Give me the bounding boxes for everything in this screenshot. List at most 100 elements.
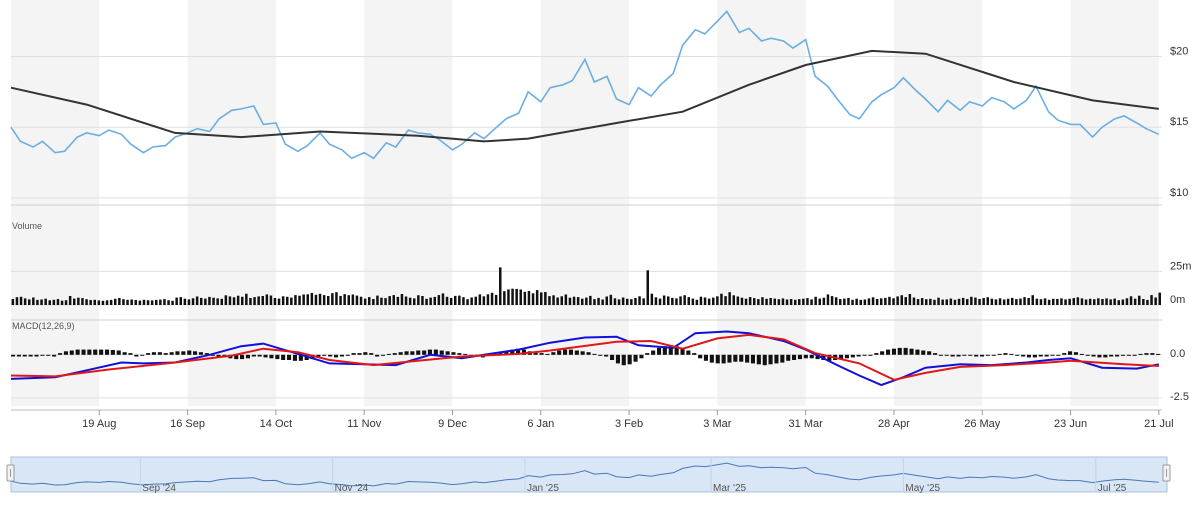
volume-bar (818, 298, 821, 305)
volume-bar (986, 297, 989, 305)
macd-histogram-bar (504, 351, 509, 355)
volume-bar (843, 298, 846, 305)
macd-histogram-bar (874, 353, 879, 355)
volume-bar (576, 297, 580, 305)
volume-bar (900, 295, 903, 305)
volume-bar (109, 299, 113, 305)
macd-histogram-bar (204, 353, 209, 355)
volume-bar (478, 294, 482, 305)
macd-histogram-bar (1038, 354, 1043, 357)
volume-bar (519, 289, 522, 305)
macd-histogram-bar (1050, 354, 1055, 356)
macd-histogram-bar (715, 354, 720, 364)
volume-bar (351, 294, 355, 305)
volume-bar (1109, 299, 1112, 305)
macd-histogram-bar (698, 354, 703, 359)
macd-histogram-bar (1085, 354, 1090, 356)
volume-bar (966, 299, 969, 305)
volume-bar (867, 298, 871, 305)
volume-bar (114, 298, 117, 305)
volume-bar (511, 288, 514, 305)
volume-bar (929, 298, 932, 305)
volume-bar (150, 300, 154, 305)
x-axis: 19 Aug 16 Sep 14 Oct 11 Nov 9 Dec 6 Jan 3 Feb 3… (82, 410, 1174, 430)
volume-bar (253, 297, 256, 305)
macd-histogram-bar (134, 354, 139, 357)
volume-bar (523, 291, 527, 305)
macd-histogram-bar (363, 352, 368, 355)
volume-bar (695, 299, 699, 305)
x-tick-label: 21 Jul (1144, 418, 1173, 430)
macd-histogram-bar (216, 354, 221, 357)
volume-bar (232, 297, 236, 305)
volume-bar (1031, 295, 1034, 305)
volume-bar (429, 297, 432, 305)
macd-histogram-bar (750, 354, 755, 364)
macd-histogram-bar (815, 354, 820, 360)
macd-histogram-bar (275, 354, 280, 360)
volume-bar (744, 298, 748, 305)
macd-histogram-bar (1097, 354, 1102, 358)
volume-bar (56, 299, 60, 305)
volume-bar (48, 300, 51, 305)
macd-histogram-bar (792, 354, 797, 360)
volume-bar (11, 299, 15, 305)
macd-histogram-bar (880, 351, 885, 355)
macd-histogram-bar (615, 354, 620, 364)
volume-bar (593, 299, 596, 305)
macd-histogram-bar (339, 354, 344, 357)
volume-bar (368, 297, 371, 305)
volume-bar (318, 293, 322, 305)
navigator[interactable]: Sep '24 Nov '24 Jan '25 Mar '25 May '25 Jul '… (6, 456, 1171, 494)
volume-bar (585, 297, 588, 305)
x-tick-label: 23 Jun (1054, 418, 1087, 430)
volume-bar (822, 297, 826, 305)
macd-histogram-bar (1115, 354, 1120, 357)
volume-bar (167, 300, 170, 305)
navigator-label: Jan '25 (527, 483, 559, 494)
macd-histogram-bar (87, 349, 92, 355)
macd-histogram-bar (868, 354, 873, 356)
volume-bar (679, 296, 682, 305)
macd-histogram-bar (856, 354, 861, 357)
volume-bar (716, 296, 719, 305)
macd-histogram-bar (157, 352, 162, 355)
volume-bar (208, 296, 211, 305)
volume-bar (1097, 298, 1100, 305)
volume-bar (1113, 298, 1116, 305)
volume-bar (794, 299, 797, 305)
volume-bar (658, 298, 662, 305)
macd-histogram-bar (16, 354, 21, 357)
navigator-selection[interactable] (10, 456, 1168, 493)
price-tick-label: $15 (1170, 116, 1188, 128)
volume-bar (998, 298, 1002, 305)
volume-bar (134, 300, 137, 305)
volume-bar (163, 299, 166, 305)
volume-bar (949, 298, 953, 305)
volume-bar (1101, 299, 1104, 305)
volume-bar (859, 299, 862, 305)
volume-bar (331, 293, 334, 305)
macd-histogram-bar (533, 352, 538, 355)
macd-histogram-bar (668, 345, 673, 355)
volume-bar (1146, 299, 1149, 305)
macd-histogram-bar (944, 354, 949, 356)
macd-histogram-bar (739, 354, 744, 362)
volume-bar (572, 296, 576, 305)
macd-histogram-bar (110, 350, 115, 355)
volume-panel: Volume 25m 0m (11, 221, 1191, 306)
volume-bar (515, 288, 518, 305)
macd-histogram-bar (915, 349, 920, 355)
volume-bar (503, 291, 506, 305)
macd-histogram-bar (886, 349, 891, 355)
macd-histogram-bar (386, 353, 391, 355)
volume-bar (482, 296, 486, 305)
macd-histogram-bar (962, 354, 967, 356)
macd-histogram-bar (1103, 354, 1108, 358)
volume-bar (363, 298, 367, 305)
macd-histogram-bar (1120, 354, 1125, 356)
volume-bar (273, 298, 277, 305)
volume-bar (73, 298, 76, 305)
volume-bar (277, 298, 281, 305)
